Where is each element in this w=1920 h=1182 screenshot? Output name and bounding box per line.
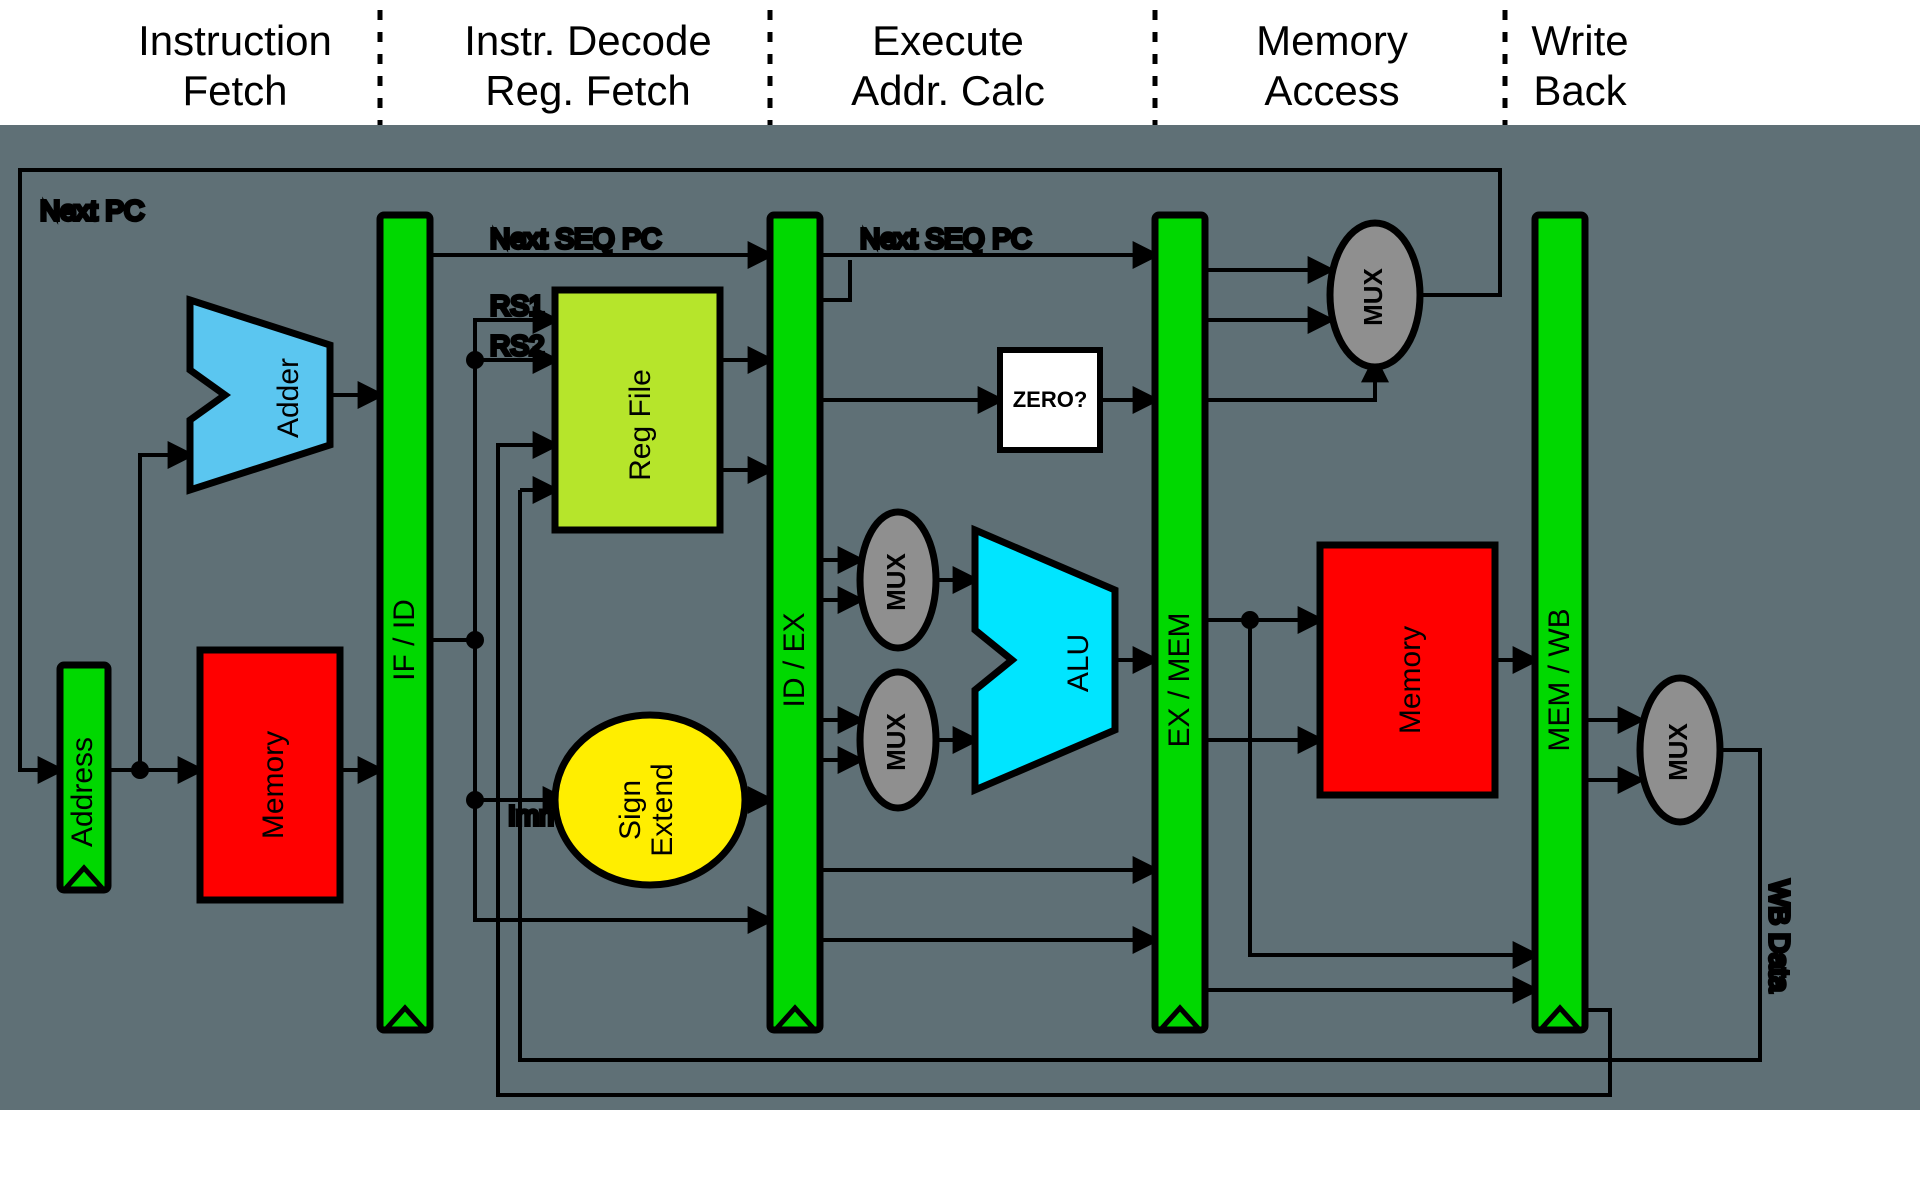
instruction-memory: Memory (200, 650, 340, 900)
id-ex-label: ID / EX (778, 612, 811, 707)
sign-extend-label-2: Extend (646, 763, 679, 856)
zero-label: ZERO? (1013, 387, 1088, 412)
stage-title: Addr. Calc (851, 67, 1045, 114)
stage-title: Access (1264, 67, 1399, 114)
wb-data-label: WB Data (1764, 880, 1795, 992)
address-register: Address (60, 665, 108, 890)
alu-label: ALU (1062, 634, 1095, 692)
mux-label: MUX (881, 552, 911, 610)
stage-title: Write (1531, 17, 1628, 64)
mux-alu-a: MUX (860, 512, 936, 648)
address-label: Address (66, 737, 99, 847)
sign-extend: Sign Extend (555, 715, 745, 885)
zero-detect: ZERO? (1000, 350, 1100, 450)
mux-label: MUX (881, 712, 911, 770)
stage-title: Instr. Decode (464, 17, 711, 64)
next-seq-pc-label-2: Next SEQ PC (860, 223, 1031, 254)
reg-file: Reg File (555, 290, 720, 530)
ex-mem-label: EX / MEM (1163, 612, 1196, 747)
memory2-label: Memory (1394, 626, 1427, 734)
mux-alu-b: MUX (860, 672, 936, 808)
reg-file-label: Reg File (624, 369, 657, 481)
stage-title: Back (1533, 67, 1627, 114)
if-id-register: IF / ID (380, 215, 430, 1030)
mem-wb-register: MEM / WB (1535, 215, 1585, 1030)
memory1-label: Memory (257, 731, 290, 839)
mem-wb-label: MEM / WB (1543, 608, 1576, 751)
rs1-label: RS1 (490, 290, 544, 321)
if-id-label: IF / ID (388, 599, 421, 681)
stage-title: Instruction (138, 17, 332, 64)
next-pc-label: Next PC (40, 195, 144, 226)
id-ex-register: ID / EX (770, 215, 820, 1030)
adder-label: Adder (272, 358, 305, 438)
data-memory: Memory (1320, 545, 1495, 795)
pipeline-diagram: Instruction Fetch Instr. Decode Reg. Fet… (0, 0, 1920, 1182)
mux-label: MUX (1663, 722, 1693, 780)
stage-titles: Instruction Fetch Instr. Decode Reg. Fet… (138, 17, 1629, 114)
rs2-label: RS2 (490, 330, 544, 361)
mux-branch: MUX (1330, 223, 1420, 367)
next-seq-pc-label-1: Next SEQ PC (490, 223, 661, 254)
mux-writeback: MUX (1640, 678, 1720, 822)
mux-label: MUX (1358, 267, 1388, 325)
stage-title: Fetch (182, 67, 287, 114)
background-panel (0, 125, 1920, 1110)
stage-title: Execute (872, 17, 1024, 64)
stage-title: Memory (1256, 17, 1408, 64)
ex-mem-register: EX / MEM (1155, 215, 1205, 1030)
stage-title: Reg. Fetch (485, 67, 690, 114)
sign-extend-label-1: Sign (614, 780, 647, 840)
